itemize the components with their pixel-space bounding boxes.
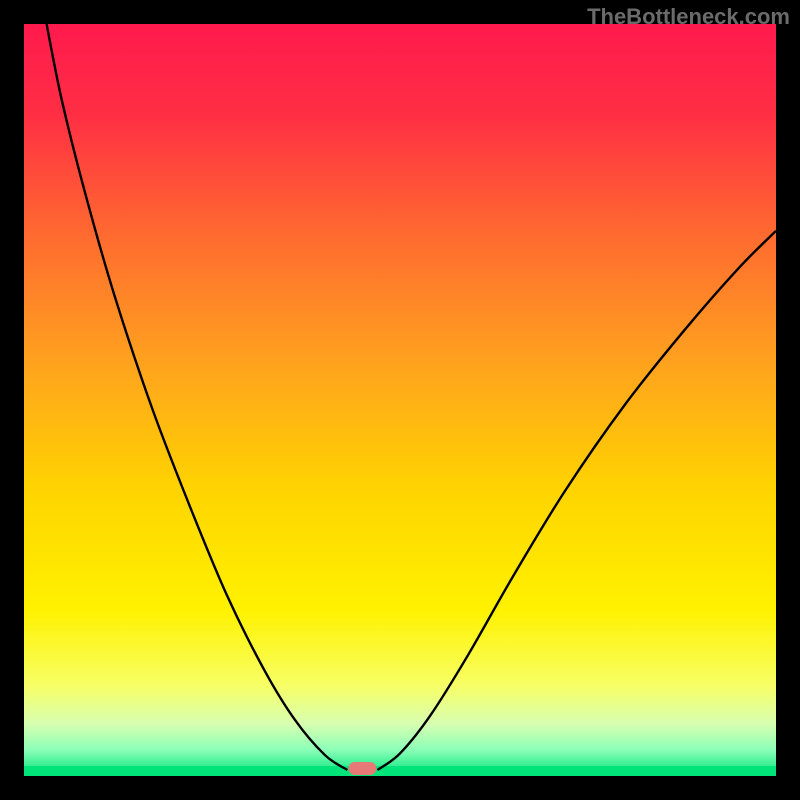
gradient-panel [24,24,776,776]
bottleneck-chart [0,0,800,800]
minimum-marker [348,762,376,775]
watermark-text: TheBottleneck.com [587,4,790,30]
chart-container: TheBottleneck.com [0,0,800,800]
bottom-band [24,766,776,776]
